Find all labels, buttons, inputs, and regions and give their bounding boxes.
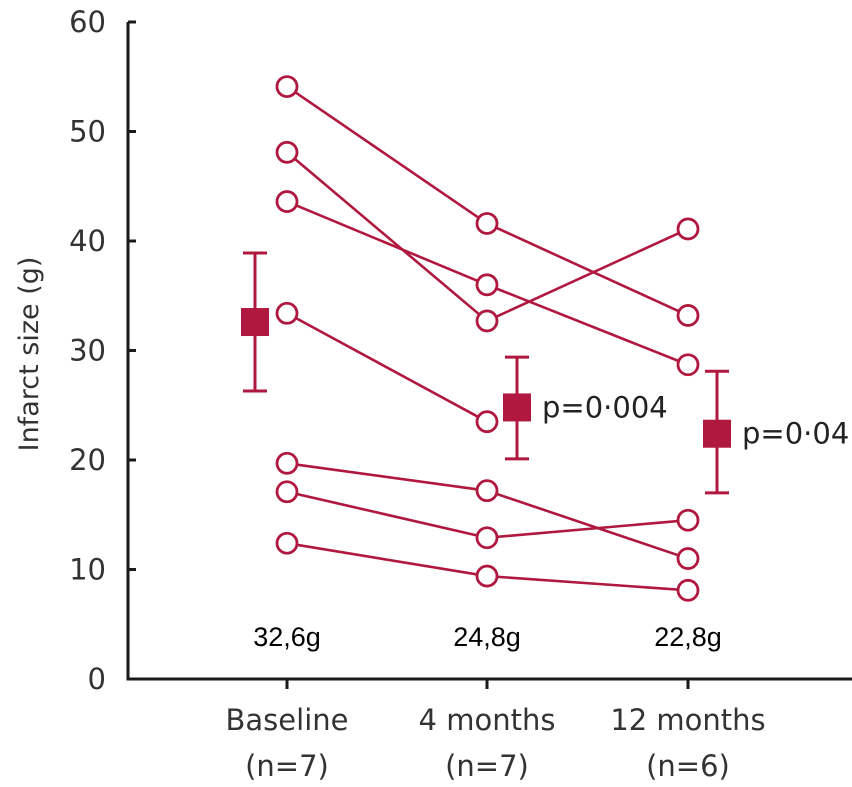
subject-point: [275, 480, 299, 504]
x-category-n-label: (n=7): [445, 749, 529, 783]
subject-line: [286, 312, 488, 423]
subject-point: [475, 410, 499, 434]
subject-point: [475, 212, 499, 235]
subject-point: [275, 140, 299, 164]
mean-marker: [503, 393, 531, 422]
subject-point: [475, 526, 499, 550]
mean-marker: [703, 419, 731, 448]
mean-marker: [241, 308, 269, 337]
mean-value-label: 32,6g: [253, 622, 321, 652]
subject-line: [486, 574, 689, 592]
mean-value-label: 24,8g: [453, 622, 521, 652]
labels: Baseline (n=7) 4 months (n=7) 12 months (n=6)…: [226, 390, 850, 783]
y-tick-label: 10: [69, 553, 106, 587]
subject-line: [286, 461, 488, 492]
mean-value-label: 22,8g: [654, 622, 722, 652]
subject-point: [676, 547, 700, 570]
subject-points: [275, 75, 700, 602]
p-value-label: p=0·04: [742, 417, 849, 451]
subject-point: [676, 353, 700, 377]
y-tick-label: 0: [88, 662, 106, 696]
subject-line: [486, 518, 689, 540]
subject-line: [286, 541, 488, 578]
subject-point: [275, 451, 299, 475]
x-category-n-label: (n=7): [245, 749, 329, 783]
subject-line: [486, 227, 689, 323]
axes: 0 10 20 30 40 50 60: [69, 5, 852, 696]
subject-point: [676, 508, 700, 532]
subject-lines: [286, 85, 689, 592]
x-category-label: Baseline: [226, 703, 349, 737]
subject-point: [676, 304, 700, 327]
y-tick-label: 50: [69, 115, 106, 149]
subject-point: [475, 309, 499, 333]
subject-point: [275, 301, 299, 325]
x-category-n-label: (n=6): [646, 749, 730, 783]
subject-point: [475, 479, 499, 503]
subject-line: [486, 489, 689, 560]
y-tick-label: 20: [69, 443, 106, 477]
subject-line: [486, 283, 689, 366]
subject-point: [475, 273, 499, 297]
mean-markers: [241, 251, 731, 495]
subject-point: [676, 578, 700, 602]
subject-line: [286, 490, 488, 540]
subject-line: [286, 85, 488, 225]
p-value-label: p=0·004: [542, 390, 668, 424]
subject-point: [275, 190, 299, 213]
x-category-label: 12 months: [610, 703, 765, 737]
subject-point: [475, 564, 499, 588]
y-axis-title: Infarct size (g): [14, 257, 45, 452]
y-tick-label: 60: [69, 5, 106, 39]
subject-point: [676, 217, 700, 241]
subject-point: [275, 75, 299, 99]
y-tick-label: 40: [69, 224, 106, 258]
subject-line: [286, 151, 488, 322]
y-tick-label: 30: [69, 334, 106, 368]
subject-line: [286, 200, 488, 287]
subject-line: [486, 222, 689, 317]
x-category-label: 4 months: [419, 703, 556, 737]
subject-point: [275, 531, 299, 555]
